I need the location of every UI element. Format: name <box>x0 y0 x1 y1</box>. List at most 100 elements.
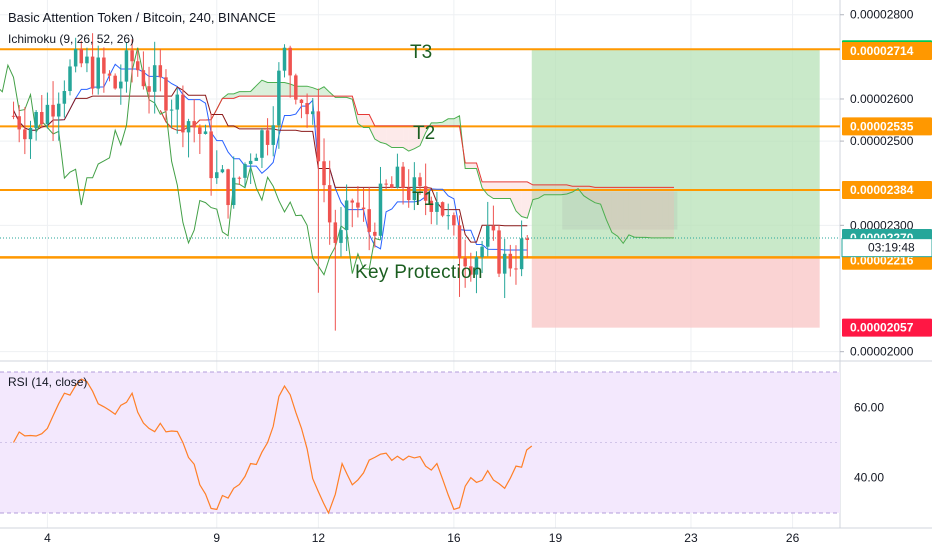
candle-up <box>435 202 439 212</box>
rsi-tick-label: 40.00 <box>854 471 884 485</box>
candle-up <box>255 158 259 161</box>
candle-down <box>192 121 196 127</box>
candle-up <box>57 104 61 117</box>
candle-up <box>480 247 484 257</box>
annotation-t3: T3 <box>410 42 432 64</box>
ichimoku-cloud-segment <box>612 187 618 236</box>
candle-up <box>204 131 208 134</box>
candle-down <box>492 226 496 231</box>
ichimoku-cloud-segment <box>663 187 669 238</box>
candle-up <box>249 161 253 164</box>
ichimoku-cloud-segment <box>657 187 663 238</box>
candle-down <box>322 161 326 185</box>
candle-down <box>328 185 332 222</box>
candle-up <box>277 71 281 126</box>
candle-up <box>215 172 219 178</box>
price-tick-label: 0.00002500 <box>850 134 914 148</box>
symbol-title: Basic Attention Token / Bitcoin, 240, BI… <box>8 10 276 25</box>
candle-down <box>305 103 309 114</box>
candle-down <box>384 184 388 185</box>
price-badge-label: 0.00002535 <box>850 119 914 133</box>
candle-down <box>509 254 513 269</box>
time-tick-label: 12 <box>312 531 326 545</box>
candle-up <box>46 105 50 124</box>
time-tick-label: 23 <box>684 531 698 545</box>
candle-down <box>407 188 411 200</box>
candle-down <box>108 74 112 76</box>
ichimoku-cloud-segment <box>268 83 274 97</box>
candle-up <box>221 169 225 172</box>
rsi-tick-label: 60.00 <box>854 400 884 414</box>
candle-down <box>300 100 304 103</box>
ichimoku-cloud-segment <box>392 126 398 148</box>
ichimoku-base-line <box>14 87 528 242</box>
ichimoku-cloud-segment <box>239 92 245 97</box>
ichimoku-cloud-segment <box>471 163 477 169</box>
time-tick-label: 19 <box>549 531 563 545</box>
candle-up <box>119 82 123 89</box>
candle-down <box>91 57 95 89</box>
ichimoku-cloud-segment <box>640 187 646 237</box>
candle-down <box>294 75 298 99</box>
price-badge-label: 0.00002714 <box>850 44 914 58</box>
ichimoku-cloud-segment <box>533 185 539 200</box>
candle-up <box>63 91 67 104</box>
candle-up <box>170 110 174 111</box>
candle-down <box>452 215 456 225</box>
candle-up <box>339 230 343 243</box>
annotation-t2: T2 <box>413 123 435 145</box>
rsi-legend[interactable]: RSI (14, close) <box>8 375 87 389</box>
candle-up <box>96 58 100 89</box>
candle-down <box>390 184 394 187</box>
ichimoku-cloud-segment <box>465 163 471 169</box>
candle-up <box>446 215 450 216</box>
price-tick-label: 0.00002600 <box>850 92 914 106</box>
ichimoku-cloud-segment <box>403 126 409 151</box>
ichimoku-cloud-segment <box>381 126 387 144</box>
ichimoku-cloud-segment <box>629 187 635 237</box>
candle-up <box>283 48 287 71</box>
candle-down <box>458 225 462 258</box>
ichimoku-cloud-segment <box>623 187 629 243</box>
price-badge-label: 0.00002384 <box>850 183 914 197</box>
candle-up <box>34 112 38 128</box>
candle-down <box>514 268 518 269</box>
ichimoku-cloud-segment <box>397 126 403 148</box>
candle-down <box>147 86 151 92</box>
ichimoku-cloud-segment <box>522 182 528 218</box>
ichimoku-cloud-segment <box>618 187 624 243</box>
candle-down <box>373 232 377 236</box>
ichimoku-cloud-segment <box>510 182 516 211</box>
time-tick-label: 26 <box>786 531 800 545</box>
ichimoku-cloud-segment <box>652 187 658 238</box>
candle-down <box>526 238 530 240</box>
price-badge-label: 0.00002057 <box>850 321 914 335</box>
ichimoku-cloud-segment <box>448 119 454 126</box>
ichimoku-legend[interactable]: Ichimoku (9, 26, 52, 26) <box>8 32 134 46</box>
candle-down <box>80 49 84 63</box>
candle-down <box>40 112 44 124</box>
candle-down <box>142 70 146 86</box>
time-tick-label: 16 <box>447 531 461 545</box>
candle-down <box>288 48 292 76</box>
candle-up <box>260 130 264 158</box>
candle-up <box>176 95 180 110</box>
price-tick-label: 0.00002800 <box>850 8 914 22</box>
stop-zone <box>532 257 820 327</box>
ichimoku-cloud-segment <box>228 94 234 99</box>
candle-up <box>187 121 191 132</box>
candle-up <box>345 200 349 230</box>
ichimoku-cloud-segment <box>245 92 251 97</box>
candle-down <box>317 111 321 161</box>
candle-down <box>209 131 213 178</box>
candle-down <box>113 76 117 89</box>
candle-down <box>238 178 242 179</box>
candle-down <box>159 65 163 77</box>
candle-down <box>130 50 134 61</box>
ichimoku-cloud-segment <box>646 187 652 238</box>
ichimoku-cloud-segment <box>635 187 641 237</box>
candle-up <box>125 50 129 81</box>
candle-down <box>198 127 202 133</box>
candle-up <box>243 164 247 178</box>
